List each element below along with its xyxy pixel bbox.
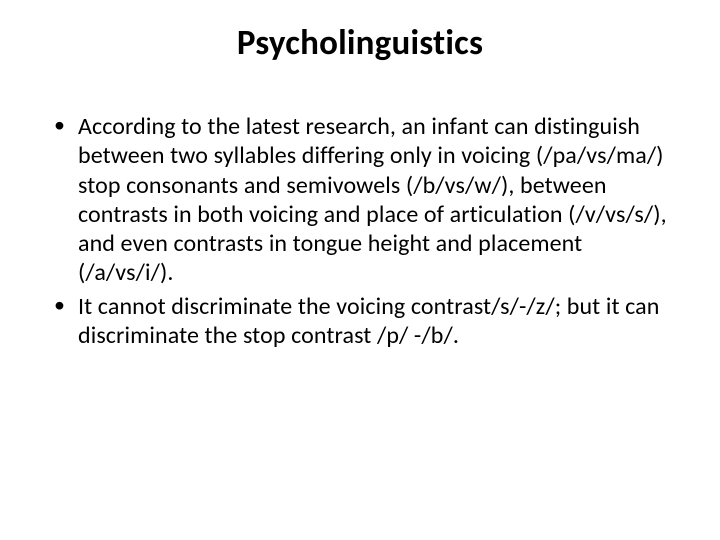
list-item: According to the latest research, an inf… (50, 112, 670, 288)
slide: Psycholinguistics According to the lates… (0, 0, 720, 540)
slide-title: Psycholinguistics (40, 22, 680, 64)
list-item: It cannot discriminate the voicing contr… (50, 292, 670, 351)
bullet-list: According to the latest research, an inf… (40, 112, 680, 350)
